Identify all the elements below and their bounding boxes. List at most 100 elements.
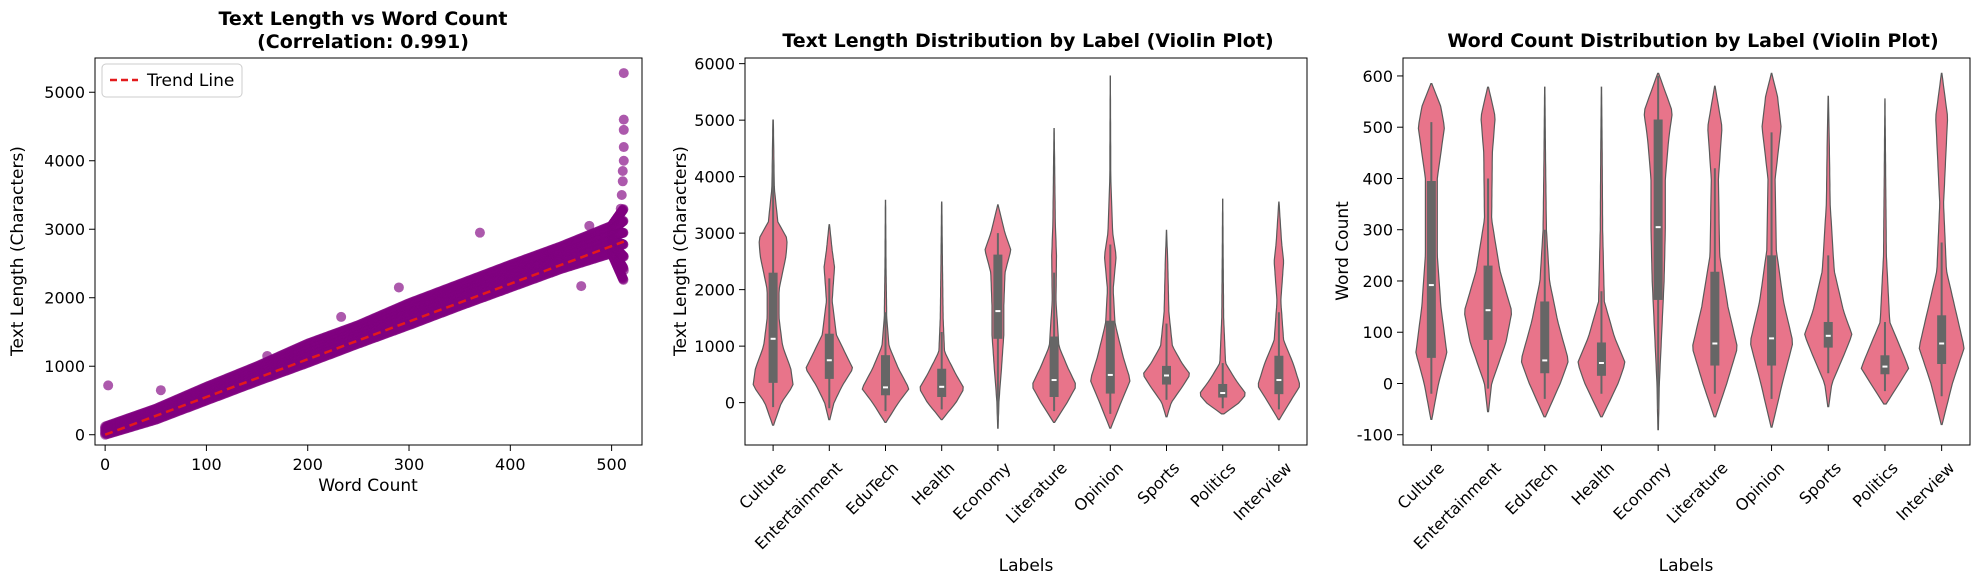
x-tick-label-culture: Culture [735, 458, 790, 513]
scatter-xlabel: Word Count [318, 476, 418, 496]
violin-iqr-box [993, 254, 1003, 339]
scatter-legend: Trend Line [101, 63, 243, 98]
x-tick-label-culture: Culture [1393, 458, 1448, 513]
scatter-point [618, 142, 629, 153]
y-tick-label: 400 [1362, 169, 1393, 188]
y-tick-label: 0 [75, 426, 85, 445]
scatter-title: Text Length vs Word Count [219, 8, 508, 30]
scatter-data [100, 68, 629, 440]
scatter-point [618, 251, 629, 262]
x-tick-label-opinion: Opinion [1731, 458, 1788, 515]
y-tick-label: 1000 [44, 357, 85, 376]
scatter-point [618, 227, 629, 238]
scatter-point [617, 176, 628, 187]
x-tick-label-sports: Sports [1134, 458, 1184, 508]
x-tick-label: 300 [394, 455, 425, 474]
x-tick-label-literature: Literature [1002, 458, 1071, 527]
scatter-point [618, 114, 629, 125]
y-tick-label: 6000 [694, 55, 735, 74]
legend-box [101, 63, 243, 98]
violin-edutech [861, 199, 910, 423]
violin-iqr-box [1767, 255, 1777, 366]
violin-politics [1860, 98, 1910, 405]
trend-line [104, 240, 625, 436]
scatter-point [584, 220, 595, 231]
x-tick-label: 200 [292, 455, 323, 474]
x-tick-label: 0 [100, 455, 110, 474]
x-tick-label: 500 [596, 455, 627, 474]
violin-text-length-data [752, 75, 1301, 429]
scatter-point [617, 166, 628, 177]
violin-sports [1804, 95, 1853, 408]
scatter-point [262, 350, 273, 361]
violin-text-length-xlabel: Labels [999, 556, 1054, 576]
violin-word-count-data [1415, 72, 1965, 431]
violin-iqr-box [881, 355, 890, 396]
scatter-ylabel: Text Length (Characters) [8, 146, 28, 357]
x-tick-label-interview: Interview [1892, 458, 1958, 524]
violin-iqr-box [1710, 271, 1720, 366]
violin-iqr-box [1274, 355, 1284, 395]
scatter-point [393, 282, 404, 293]
violin-text-length-title: Text Length Distribution by Label (Violi… [782, 30, 1273, 52]
scatter-point [576, 281, 587, 292]
scatter-point [618, 215, 629, 226]
y-tick-label: 4000 [44, 152, 85, 171]
y-tick-label: 100 [1362, 323, 1393, 342]
violin-health [919, 201, 964, 421]
x-tick-label-politics: Politics [1187, 458, 1240, 511]
violin-iqr-box [1483, 265, 1493, 340]
x-tick-label-interview: Interview [1230, 458, 1296, 524]
violin-iqr-box [1540, 301, 1550, 374]
scatter-point [155, 385, 166, 396]
violin-interview [1257, 201, 1301, 421]
x-tick-label-health: Health [1568, 458, 1619, 509]
violin-word-count-chart: Word Count Distribution by Label (Violin… [1333, 30, 1971, 576]
y-tick-label: 5000 [44, 83, 85, 102]
scatter-axes-frame [94, 57, 643, 446]
scatter-point [336, 311, 347, 322]
violin-iqr-box [1218, 383, 1228, 398]
x-tick-label-politics: Politics [1849, 458, 1902, 511]
violin-iqr-box [824, 333, 834, 379]
y-tick-label: 3000 [44, 220, 85, 239]
x-tick-label: 400 [495, 455, 526, 474]
violin-health [1577, 86, 1626, 418]
scatter-point [618, 124, 629, 135]
scatter-point [615, 203, 626, 214]
scatter-point [618, 265, 629, 276]
y-tick-label: 0 [1383, 374, 1393, 393]
x-tick-label-edutech: EduTech [842, 458, 902, 518]
violin-iqr-box [1426, 181, 1436, 358]
violin-politics [1199, 198, 1246, 415]
x-tick-label-sports: Sports [1795, 458, 1845, 508]
scatter-point [616, 189, 627, 200]
violin-iqr-box [1937, 315, 1947, 365]
x-tick-label-opinion: Opinion [1070, 458, 1127, 515]
y-tick-label: -100 [1357, 426, 1393, 445]
y-tick-label: 0 [725, 394, 735, 413]
y-tick-label: 3000 [694, 224, 735, 243]
violin-text-length-chart: Text Length Distribution by Label (Violi… [671, 30, 1308, 576]
y-tick-label: 2000 [694, 281, 735, 300]
x-tick-label: 100 [191, 455, 222, 474]
violin-word-count-axes-frame [1402, 57, 1971, 446]
x-tick-label-literature: Literature [1663, 458, 1732, 527]
violin-word-count-xlabel: Labels [1659, 556, 1714, 576]
scatter-point [103, 380, 114, 391]
legend-trend-line-label: Trend Line [146, 71, 234, 91]
scatter-chart: Text Length vs Word Count (Correlation: … [8, 8, 643, 496]
y-tick-label: 200 [1362, 272, 1393, 291]
violin-iqr-box [768, 272, 778, 383]
violin-text-length-axes-frame [744, 57, 1308, 446]
violin-iqr-box [1596, 342, 1606, 376]
violin-iqr-box [1653, 119, 1663, 300]
scatter-point [618, 274, 629, 285]
scatter-point [618, 68, 629, 79]
violin-word-count-ylabel: Word Count [1333, 201, 1353, 301]
violin-iqr-box [1823, 321, 1833, 348]
y-tick-label: 300 [1362, 221, 1393, 240]
violin-iqr-box [1105, 320, 1115, 394]
